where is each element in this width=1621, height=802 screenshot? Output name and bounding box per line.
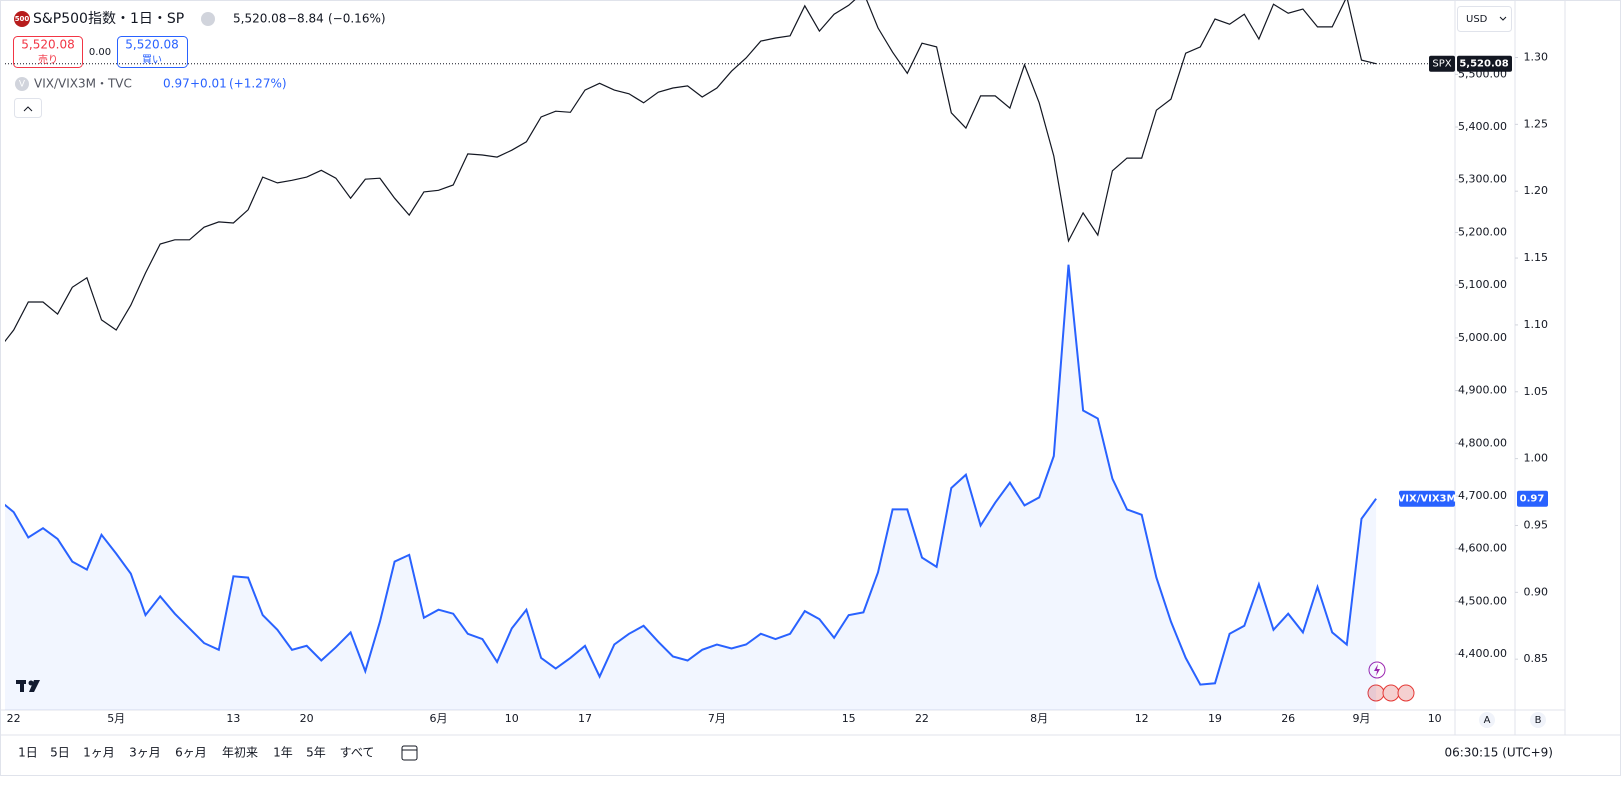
symbol-logo (14, 11, 30, 27)
spread: 0.00 (89, 47, 111, 58)
x-tick-label: 9月 (1352, 712, 1370, 725)
indicator-icon: V (19, 80, 26, 90)
range-button[interactable]: 6ヶ月 (175, 746, 207, 760)
y-tick-label: 5,300.00 (1458, 173, 1507, 186)
plot-area (5, 0, 1377, 710)
buy-button[interactable] (117, 36, 188, 68)
collapse-icon (23, 106, 33, 112)
x-tick-label: 22 (7, 712, 21, 725)
currency-select[interactable] (1457, 6, 1512, 32)
y-tick-label: 0.95 (1524, 518, 1549, 531)
y-tick-label: 5,000.00 (1458, 331, 1507, 344)
clock: 06:30:15 (UTC+9) (1444, 746, 1553, 760)
indicator-icon-bg (15, 77, 29, 91)
y-tick-label: 1.20 (1524, 184, 1549, 197)
tv-logo (16, 680, 40, 692)
sell-label: 売り (38, 53, 58, 66)
sell-price: 5,520.08 (21, 38, 74, 52)
range-button[interactable]: 1日 (18, 746, 38, 760)
range-button[interactable]: 3ヶ月 (129, 746, 161, 760)
price-tag (1517, 490, 1548, 507)
x-tick-label: 13 (226, 712, 240, 725)
frame (0, 0, 1621, 776)
x-tick-label: 15 (842, 712, 856, 725)
y-tick-label: 1.25 (1524, 117, 1549, 130)
series-tag-label: SPX (1432, 59, 1451, 70)
x-tick-label: 19 (1208, 712, 1222, 725)
line (5, 0, 1377, 343)
currency-label: USD (1466, 14, 1488, 25)
scale-button[interactable] (1479, 712, 1495, 728)
y-tick-label: 4,900.00 (1458, 384, 1507, 397)
price-tag-label: 0.97 (1520, 494, 1545, 505)
y-tick-label: 5,400.00 (1458, 120, 1507, 133)
buy-price: 5,520.08 (125, 38, 178, 52)
y-tick-label: 5,200.00 (1458, 225, 1507, 238)
x-tick-label: 7月 (708, 712, 726, 725)
indicator-change: +0.01 (190, 77, 227, 91)
dropdown-icon (1499, 16, 1507, 21)
price-change: −8.84 (287, 12, 324, 26)
x-tick-label: 22 (915, 712, 929, 725)
y-tick-label: 4,600.00 (1458, 542, 1507, 555)
x-tick-label: 12 (1135, 712, 1149, 725)
y-tick-label: 5,100.00 (1458, 278, 1507, 291)
sell-button[interactable] (13, 36, 83, 68)
x-tick-label: 20 (300, 712, 314, 725)
range-button[interactable]: 1年 (273, 746, 293, 760)
y-tick-label: 4,700.00 (1458, 489, 1507, 502)
x-tick-label: 5月 (107, 712, 125, 725)
series-tag (1399, 490, 1455, 507)
line (5, 264, 1377, 686)
range-button[interactable]: すべて (340, 746, 375, 760)
x-tick-label: 17 (578, 712, 592, 725)
range-button[interactable]: 1ヶ月 (83, 746, 115, 760)
buy-label: 買い (142, 54, 162, 66)
x-tick-label: 10 (1428, 712, 1442, 725)
scale-button-label: A (1484, 715, 1491, 726)
visibility-toggle[interactable] (201, 12, 215, 26)
scale-button[interactable] (1530, 712, 1546, 728)
x-tick-label: 10 (505, 712, 519, 725)
x-tick-label: 6月 (430, 712, 448, 725)
scale-button-label: B (1535, 715, 1542, 726)
y-tick-label: 4,800.00 (1458, 436, 1507, 449)
x-tick-label: 8月 (1030, 712, 1048, 725)
area (5, 264, 1377, 710)
y-tick-label: 1.10 (1524, 318, 1549, 331)
range-button[interactable]: 5日 (50, 746, 70, 760)
series-tag (1429, 55, 1455, 72)
symbol-title: S&P500指数・1日・SP (33, 11, 184, 27)
event-icons (1367, 661, 1415, 702)
y-tick-label: 4,400.00 (1458, 647, 1507, 660)
last-price: 5,520.08 (233, 12, 286, 26)
y-tick-label: 0.85 (1524, 652, 1549, 665)
y-tick-label: 1.00 (1524, 452, 1549, 465)
y-tick-label: 4,500.00 (1458, 594, 1507, 607)
series-tag-label: VIX/VIX3M (1398, 494, 1457, 505)
y-tick-label: 0.90 (1524, 585, 1549, 598)
x-tick-label: 26 (1281, 712, 1295, 725)
indicator-value: 0.97 (163, 77, 190, 91)
y-tick-label: 1.05 (1524, 385, 1549, 398)
price-tag (1457, 55, 1512, 72)
price-tag-label: 5,520.08 (1459, 59, 1508, 70)
collapse-button[interactable] (14, 98, 42, 118)
date-range-icon[interactable] (401, 745, 418, 761)
y-tick-label: 1.30 (1524, 50, 1549, 63)
symbol-logo-text: 500 (15, 15, 30, 23)
price-change-pct: (−0.16%) (328, 12, 386, 26)
range-button[interactable]: 年初来 (222, 746, 258, 760)
indicator-change-pct: (+1.27%) (229, 77, 287, 91)
range-button[interactable]: 5年 (306, 746, 326, 760)
indicator-title: VIX/VIX3M・TVC (34, 77, 132, 91)
y-tick-label: 1.15 (1524, 251, 1549, 264)
